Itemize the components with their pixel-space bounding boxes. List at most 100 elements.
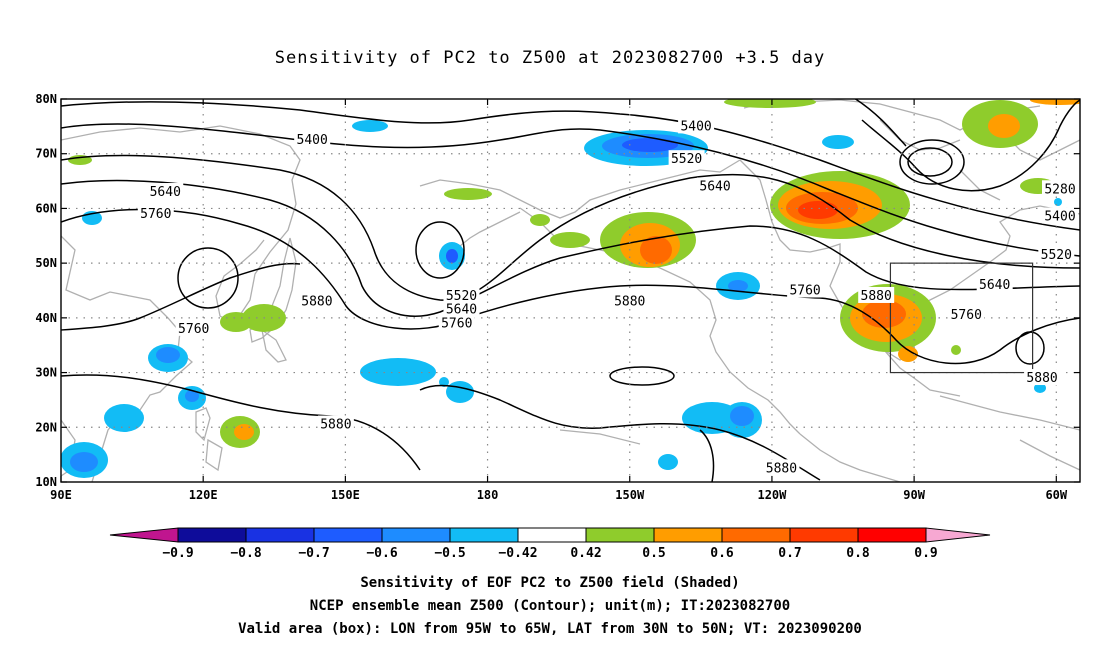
contour-label: 5280 xyxy=(1044,182,1075,197)
colorbar-label: 0.5 xyxy=(642,546,665,561)
x-tick-label: 90W xyxy=(903,488,925,502)
contour-label-bg xyxy=(1042,207,1078,224)
colorbar-label: 0.8 xyxy=(846,546,870,561)
coastlines xyxy=(61,99,1080,482)
colorbar-bin xyxy=(313,527,383,543)
y-tick-label: 70N xyxy=(35,147,57,161)
x-tick-label: 60W xyxy=(1045,488,1067,502)
contour-label: 5880 xyxy=(861,289,892,304)
y-tick-label: 80N xyxy=(35,92,57,106)
colorbar-label: 0.6 xyxy=(710,546,734,561)
colorbar-bin xyxy=(721,527,791,543)
contour-label-bg xyxy=(317,415,354,432)
colorbar-label: −0.42 xyxy=(498,546,537,561)
colorbar-bin xyxy=(517,527,587,543)
caption-shading: Sensitivity of EOF PC2 to Z500 field (Sh… xyxy=(360,575,740,591)
colorbar-bin xyxy=(857,527,927,543)
colorbar-bin xyxy=(177,527,247,543)
contour-label-bg xyxy=(175,319,212,336)
contour-label: 5760 xyxy=(951,308,982,323)
plot-frame xyxy=(60,98,1081,483)
contour-label: 5400 xyxy=(297,133,328,148)
contour-label-bg xyxy=(1038,245,1075,262)
contour-label: 5640 xyxy=(446,303,477,318)
colorbar-label: 0.7 xyxy=(778,546,801,561)
x-tick-label: 120W xyxy=(757,488,787,502)
contour-label-bg xyxy=(787,281,824,298)
valid-area-box xyxy=(889,262,1034,374)
x-tick-label: 150E xyxy=(331,488,360,502)
colorbar-low-extension xyxy=(109,527,179,543)
contour-label-bg xyxy=(1024,369,1061,386)
colorbar-label: −0.8 xyxy=(230,546,261,561)
sensitivity-shading xyxy=(61,99,1080,478)
grid-lines xyxy=(61,99,1080,482)
contour-label-bg xyxy=(1042,180,1078,197)
colorbar-bin xyxy=(449,527,519,543)
contour-label: 5760 xyxy=(441,316,472,331)
contour-label: 5760 xyxy=(178,322,209,337)
map-title: Sensitivity of PC2 to Z500 at 2023082700… xyxy=(274,48,826,68)
caption-contour: NCEP ensemble mean Z500 (Contour); unit(… xyxy=(309,598,791,614)
y-tick-label: 10N xyxy=(35,475,57,489)
contour-label-bg xyxy=(763,459,800,476)
contour-label: 5400 xyxy=(1044,210,1075,225)
contour-label-bg xyxy=(294,131,331,148)
axis-ticks: 90E 120E 150E 180 150W 120W 90W 60W 10N 20N 30N 40N… xyxy=(35,92,1080,502)
y-tick-label: 60N xyxy=(35,201,57,215)
contour-label: 5520 xyxy=(671,152,702,167)
contour-label-bg xyxy=(976,276,1013,293)
y-tick-label: 40N xyxy=(35,311,57,325)
colorbar-bin xyxy=(789,527,859,543)
contour-label: 5520 xyxy=(446,289,477,304)
caption-valid-area: Valid area (box): LON from 95W to 65W, L… xyxy=(238,621,862,637)
contour-label: 5880 xyxy=(320,418,351,433)
contour-label: 5640 xyxy=(699,180,730,195)
valid-area-rect xyxy=(889,262,1034,374)
contour-label: 5880 xyxy=(766,461,797,476)
colorbar-label: 0.9 xyxy=(914,546,937,561)
colorbar-bin xyxy=(381,527,451,543)
colorbar-bin xyxy=(653,527,723,543)
colorbar-label: −0.6 xyxy=(366,546,397,561)
colorbar: −0.9 −0.8 −0.7 −0.6 −0.5 −0.42 0.42 0.5 0.6 0.7 0.… xyxy=(109,527,991,561)
contour-label: 5760 xyxy=(140,207,171,222)
contour-label: 5520 xyxy=(1041,248,1072,263)
contour-label-bg xyxy=(668,150,705,167)
contour-label-bg xyxy=(137,204,174,221)
contour-labels: 5400564057605880576058805400552056405520… xyxy=(137,117,1078,476)
colorbar-label: −0.7 xyxy=(298,546,329,561)
colorbar-label: 0.42 xyxy=(570,546,601,561)
contour-label-bg xyxy=(443,286,480,303)
contour-label: 5880 xyxy=(1026,371,1057,386)
contour-label: 5640 xyxy=(150,185,181,200)
contour-label: 5880 xyxy=(614,294,645,309)
colorbar-bin xyxy=(245,527,315,543)
x-tick-label: 90E xyxy=(50,488,72,502)
contour-label-bg xyxy=(611,292,648,309)
contour-label: 5880 xyxy=(301,294,332,309)
colorbar-high-extension xyxy=(925,527,991,543)
x-tick-label: 180 xyxy=(477,488,499,502)
contour-label-bg xyxy=(443,300,480,317)
contour-label-bg xyxy=(438,314,475,331)
contour-label-bg xyxy=(858,286,895,303)
x-tick-label: 120E xyxy=(189,488,218,502)
contour-label-bg xyxy=(298,292,335,309)
contour-label: 5640 xyxy=(979,278,1010,293)
y-tick-label: 20N xyxy=(35,420,57,434)
colorbar-label: −0.5 xyxy=(434,546,465,561)
contour-label-bg xyxy=(678,117,715,134)
z500-contours xyxy=(61,99,1080,482)
colorbar-bin xyxy=(585,527,655,543)
contour-label-bg xyxy=(697,177,734,194)
y-tick-label: 50N xyxy=(35,256,57,270)
x-tick-label: 150W xyxy=(615,488,645,502)
y-tick-label: 30N xyxy=(35,366,57,380)
contour-label: 5400 xyxy=(680,119,711,134)
contour-label-bg xyxy=(147,183,184,200)
contour-label-bg xyxy=(948,306,985,323)
colorbar-label: −0.9 xyxy=(162,546,193,561)
contour-label: 5760 xyxy=(789,284,820,299)
